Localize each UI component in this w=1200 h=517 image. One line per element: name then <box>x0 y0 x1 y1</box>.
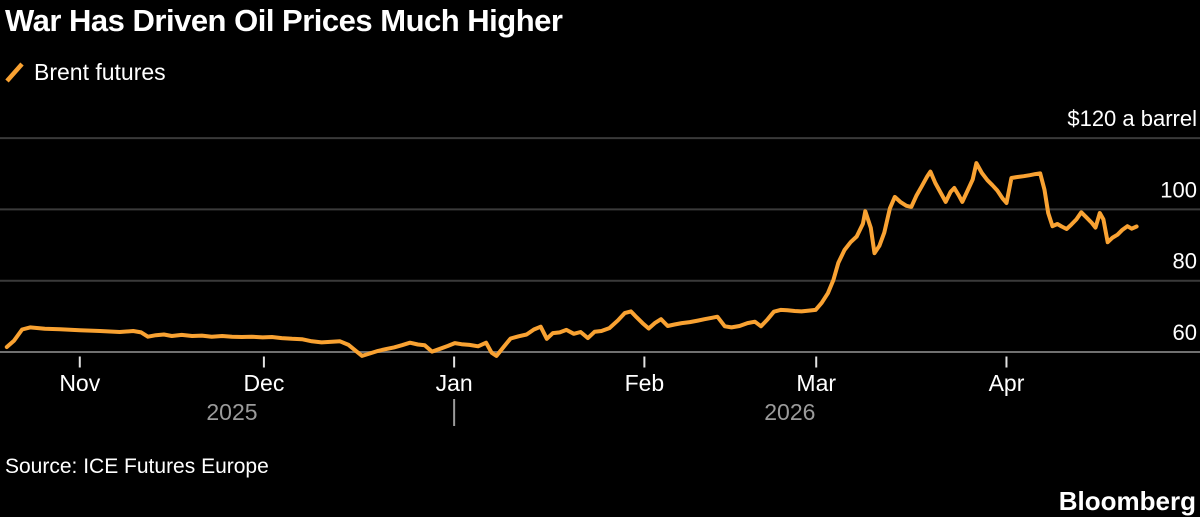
month-label-feb: Feb <box>625 370 665 396</box>
month-label-jan: Jan <box>436 370 473 396</box>
legend: Brent futures <box>4 59 166 86</box>
bloomberg-logo: Bloomberg <box>1058 486 1196 516</box>
year-label-2026: 2026 <box>764 399 815 425</box>
year-label-2025: 2025 <box>206 399 257 425</box>
y-axis-label-100: 100 <box>1160 177 1197 202</box>
month-label-dec: Dec <box>243 370 284 396</box>
month-label-apr: Apr <box>989 370 1025 396</box>
month-label-mar: Mar <box>796 370 836 396</box>
y-axis-label-120: $120 a barrel <box>1067 106 1197 131</box>
series-line-brent-futures <box>4 161 1139 358</box>
y-axis-label-80: 80 <box>1173 249 1197 274</box>
legend-label: Brent futures <box>34 59 166 85</box>
month-label-nov: Nov <box>59 370 100 396</box>
source-credit: Source: ICE Futures Europe <box>5 455 269 478</box>
y-axis-label-60: 60 <box>1173 320 1197 345</box>
chart-title: War Has Driven Oil Prices Much Higher <box>5 3 563 38</box>
legend-line-swatch-icon <box>5 62 24 83</box>
